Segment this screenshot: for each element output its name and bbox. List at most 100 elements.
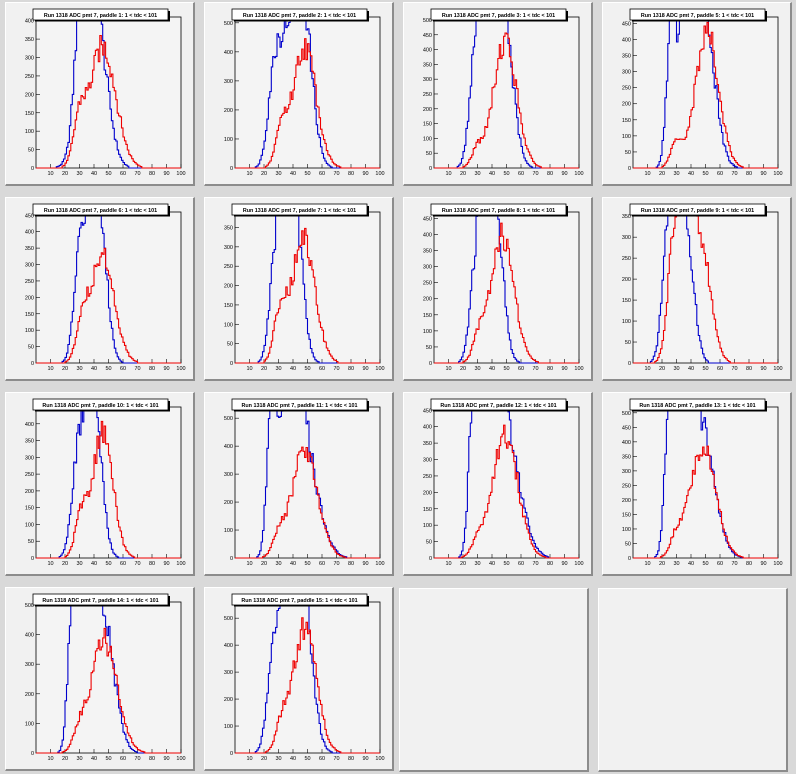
y-tick-label: 200	[25, 692, 34, 698]
title-box-shadow	[367, 206, 369, 216]
x-tick-label: 90	[362, 561, 368, 567]
histogram-pad: 0 100 200 300 400 500 10 20 30 40 50 60 70 80 90 100 Run…	[204, 2, 394, 186]
series-red-histogram	[434, 32, 579, 169]
x-tick-label: 50	[702, 561, 708, 567]
y-tick-label: 450	[423, 33, 432, 39]
histogram-svg: 0 100 200 300 400 500 10 20 30 40 50 60 70 80 90 100 Run…	[224, 593, 385, 762]
x-tick-label: 20	[460, 171, 466, 177]
title-box-shadow	[234, 215, 369, 217]
y-tick-label: 200	[224, 697, 233, 703]
y-tick-label: 350	[423, 62, 432, 68]
x-tick-label: 10	[47, 756, 53, 762]
x-tick-label: 30	[275, 366, 281, 372]
x-tick-label: 100	[773, 366, 782, 372]
x-tick-label: 80	[746, 366, 752, 372]
x-tick-label: 100	[375, 366, 384, 372]
title-box-shadow	[433, 410, 568, 412]
x-tick-label: 60	[717, 366, 723, 372]
y-tick-label: 150	[423, 507, 432, 513]
y-tick-label: 450	[622, 425, 631, 431]
plot-frame	[632, 406, 779, 559]
x-tick-label: 10	[246, 366, 252, 372]
x-tick-label: 100	[773, 171, 782, 177]
y-tick-label: 300	[25, 263, 34, 269]
x-tick-label: 20	[460, 366, 466, 372]
x-tick-label: 90	[362, 366, 368, 372]
x-tick-label: 100	[176, 171, 185, 177]
chart-title: Run 1318 ADC pmt 7, paddle 3: 1 < tdc < …	[442, 13, 555, 19]
histogram-pad: 0 100 200 300 400 500 10 20 30 40 50 60 70 80 90 100 Run…	[5, 587, 195, 771]
x-tick-label: 50	[503, 366, 509, 372]
x-tick-label: 40	[290, 171, 296, 177]
y-tick-label: 150	[622, 512, 631, 518]
y-tick-label: 200	[423, 107, 432, 113]
y-tick-label: 0	[31, 556, 34, 562]
x-tick-label: 20	[659, 561, 665, 567]
x-tick-label: 40	[489, 366, 495, 372]
x-tick-label: 40	[290, 366, 296, 372]
chart-title: Run 1318 ADC pmt 7, paddle 14: 1 < tdc <…	[42, 598, 158, 604]
y-tick-label: 450	[25, 213, 34, 219]
x-tick-label: 10	[644, 366, 650, 372]
histogram-svg: 0 100 200 300 400 500 10 20 30 40 50 60 70 80 90 100 Run…	[224, 8, 385, 177]
histogram-pad: 0 50 100 150 200 250 300 350 400 450 10 20 30 40 50 60 7…	[403, 392, 593, 576]
y-tick-label: 150	[25, 506, 34, 512]
y-tick-label: 350	[25, 246, 34, 252]
y-tick-label: 350	[622, 454, 631, 460]
title-box-shadow	[566, 11, 568, 21]
plot-frame	[35, 16, 182, 169]
y-tick-label: 300	[224, 245, 233, 251]
x-tick-label: 60	[120, 561, 126, 567]
y-tick-label: 50	[426, 345, 432, 351]
y-tick-label: 300	[622, 70, 631, 76]
histogram-svg: 0 50 100 150 200 250 300 350 400 450 10 20 30 40 50 60 7…	[423, 203, 584, 372]
x-tick-label: 60	[120, 756, 126, 762]
y-tick-label: 250	[25, 74, 34, 80]
x-tick-label: 70	[134, 171, 140, 177]
y-tick-label: 300	[224, 79, 233, 85]
series-red-histogram	[235, 617, 380, 754]
y-tick-label: 200	[224, 500, 233, 506]
x-tick-label: 20	[62, 756, 68, 762]
histogram-pad: 0 50 100 150 200 250 300 350 400 450 10 20 30 40 50 60 7…	[403, 197, 593, 381]
x-tick-label: 40	[489, 171, 495, 177]
x-tick-label: 60	[319, 561, 325, 567]
x-tick-label: 100	[375, 756, 384, 762]
x-tick-label: 60	[319, 366, 325, 372]
chart-title: Run 1318 ADC pmt 7, paddle 12: 1 < tdc <…	[440, 403, 556, 409]
y-tick-label: 500	[224, 21, 233, 27]
title-box-shadow	[367, 11, 369, 21]
y-tick-label: 100	[25, 328, 34, 334]
y-tick-label: 300	[224, 472, 233, 478]
y-tick-label: 300	[423, 265, 432, 271]
y-tick-label: 100	[423, 329, 432, 335]
y-tick-label: 400	[25, 19, 34, 25]
x-tick-label: 90	[561, 171, 567, 177]
y-tick-label: 0	[230, 556, 233, 562]
x-tick-label: 20	[62, 561, 68, 567]
y-tick-label: 350	[423, 249, 432, 255]
y-tick-label: 300	[25, 455, 34, 461]
y-tick-label: 350	[622, 214, 631, 220]
y-tick-label: 300	[423, 458, 432, 464]
y-tick-label: 500	[622, 411, 631, 417]
x-tick-label: 50	[503, 171, 509, 177]
x-tick-label: 90	[561, 561, 567, 567]
y-tick-label: 0	[429, 556, 432, 562]
title-box-shadow	[765, 11, 767, 21]
x-tick-label: 90	[760, 171, 766, 177]
x-tick-label: 10	[246, 171, 252, 177]
y-tick-label: 450	[622, 21, 631, 27]
y-tick-label: 300	[423, 77, 432, 83]
x-tick-label: 50	[304, 561, 310, 567]
x-tick-label: 90	[163, 561, 169, 567]
y-tick-label: 350	[25, 439, 34, 445]
x-tick-label: 50	[304, 756, 310, 762]
empty-pad	[399, 588, 589, 772]
y-tick-label: 0	[628, 166, 631, 172]
histogram-svg: 0 50 100 150 200 250 300 350 10 20 30 40 50 60 70 80 90 1…	[224, 203, 385, 372]
x-tick-label: 100	[375, 561, 384, 567]
x-tick-label: 30	[673, 366, 679, 372]
x-tick-label: 90	[760, 561, 766, 567]
x-tick-label: 90	[163, 756, 169, 762]
